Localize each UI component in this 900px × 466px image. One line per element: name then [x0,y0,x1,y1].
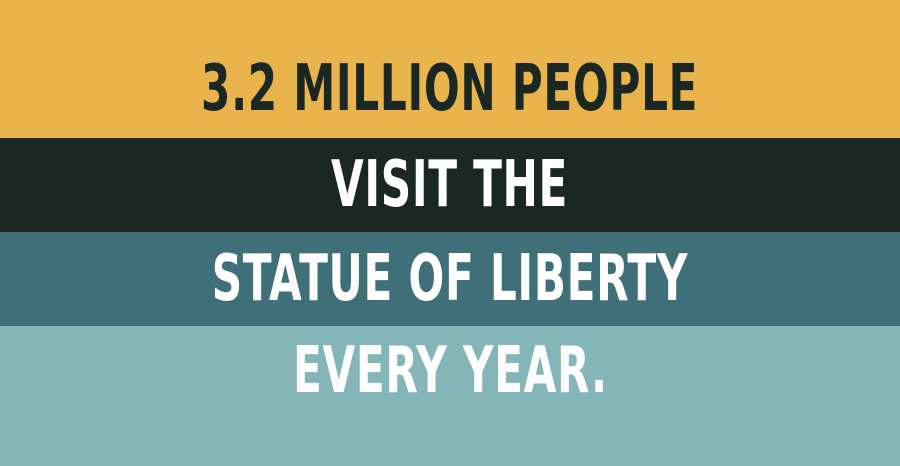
band-light-teal: EVERY YEAR. [0,326,900,466]
headline-line-3: STATUE OF LIBERTY [211,242,689,316]
band-teal: STATUE OF LIBERTY [0,232,900,326]
band-mustard: 3.2 MILLION PEOPLE [0,0,900,138]
headline-line-4: EVERY YEAR. [292,334,608,408]
band-dark: VISIT THE [0,138,900,232]
headline-line-2: VISIT THE [331,148,569,222]
headline-line-1: 3.2 MILLION PEOPLE [201,52,699,126]
